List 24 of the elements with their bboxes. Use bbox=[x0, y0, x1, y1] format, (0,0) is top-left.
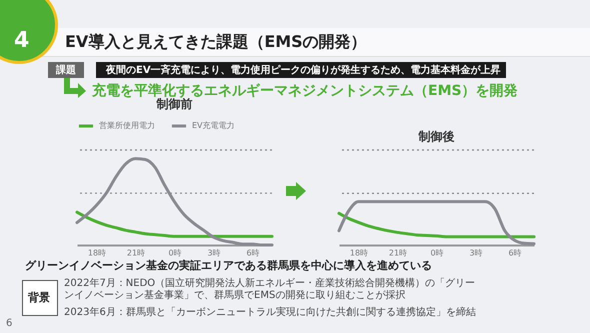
text: EV導入と見えてきた課題（EMSの開発） bbox=[65, 32, 367, 53]
text: 6 bbox=[6, 318, 12, 329]
x-tick-label: 3時 bbox=[469, 248, 483, 258]
text: 2022年7月：NEDO（国立研究開発法人新エネルギー・産業技術総合開発機構）の「グリーンイノベーション基金事業」で、群馬県でEMSの開発に取り組むことが採択 bbox=[64, 278, 476, 302]
text: グリーンイノベーション基金の実証エリアである群馬県を中心に導入を進めている bbox=[25, 258, 432, 273]
legend-label: 営業所使用電力 bbox=[99, 121, 155, 130]
text: 夜間のEV一斉充電により、電力使用ピークの偏りが発生するため、電力基本料金が上昇 bbox=[96, 62, 506, 78]
chart-title: 制御後 bbox=[418, 129, 454, 144]
text: 背景 bbox=[28, 290, 50, 305]
x-tick-label: 18時 bbox=[350, 248, 368, 258]
x-tick-label: 0時 bbox=[168, 248, 182, 258]
x-tick-label: 6時 bbox=[508, 248, 522, 258]
chart-title: 制御前 bbox=[156, 97, 192, 111]
x-tick-label: 0時 bbox=[430, 248, 444, 258]
x-tick-label: 18時 bbox=[88, 248, 106, 258]
x-tick-label: 3時 bbox=[207, 248, 221, 258]
text: 充電を平準化するエネルギーマネジメントシステム（EMS）を開発 bbox=[92, 82, 518, 99]
text: 4 bbox=[14, 28, 30, 53]
x-tick-label: 6時 bbox=[246, 248, 260, 258]
x-tick-label: 21時 bbox=[388, 248, 408, 258]
text: 課題 bbox=[48, 62, 84, 78]
x-tick-label: 21時 bbox=[126, 248, 146, 258]
text: 2023年6月：群馬県と「カーボンニュートラル実現に向けた共創に関する連携協定」を締結 bbox=[64, 306, 476, 319]
legend-label: EV充電電力 bbox=[192, 121, 235, 130]
